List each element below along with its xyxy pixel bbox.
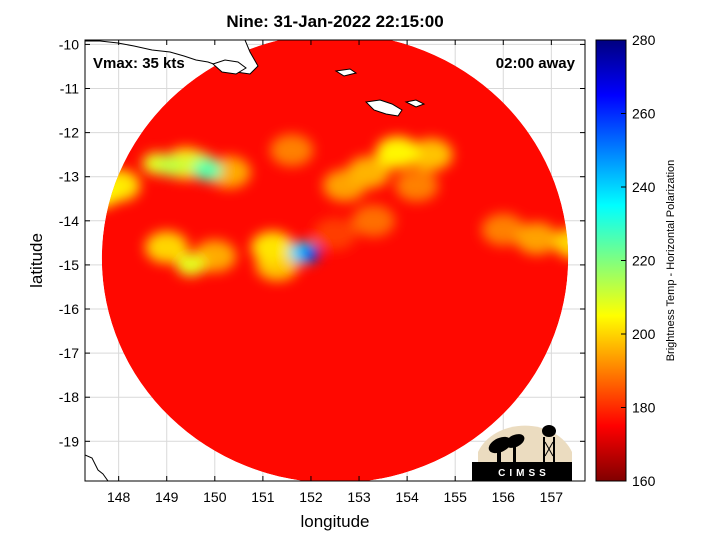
colorbar-tick-label: 280 [632,32,656,48]
y-tick-label: -13 [59,169,79,185]
x-tick-label: 152 [299,489,323,505]
map-axes-frame [84,39,586,482]
temp-feature [156,154,187,177]
coastline-island [404,99,426,108]
x-axis-label: longitude [300,512,369,531]
colorbar-tick-label: 260 [632,106,656,122]
x-tick-label: 153 [347,489,371,505]
y-axis-label: latitude [27,233,46,288]
coastlines [85,40,426,481]
x-tick-label: 150 [203,489,227,505]
temp-feature [515,222,559,255]
y-tick-label: -19 [59,433,79,449]
temp-feature [145,231,189,264]
y-axis-ticks: -10 -11 -12 -13 -14 -15 -16 -17 -18 -19 [59,36,585,449]
x-tick-label: 156 [492,489,516,505]
logo-text: CIMSS [498,468,550,479]
colorbar-tick-label: 160 [632,473,656,489]
temp-feature [301,246,321,261]
y-tick-label: -11 [60,81,79,97]
y-tick-label: -15 [59,257,79,273]
x-axis-ticks: 148 149 150 151 152 153 154 155 156 157 [107,40,563,505]
y-tick-label: -12 [59,125,79,141]
temp-feature [395,169,439,202]
vmax-annotation: Vmax: 35 kts [93,55,185,72]
colorbar-tick-label: 200 [632,326,656,342]
colorbar-ticks: 160 180 200 220 240 260 280 [621,32,656,489]
colorbar: 160 180 200 220 240 260 280 Brightness Temp - … [595,32,677,489]
coastline-island [364,99,403,117]
x-tick-label: 154 [395,489,419,505]
x-tick-label: 148 [107,489,131,505]
colorbar-label: Brightness Temp - Horizontal Polarizatio… [665,160,677,362]
y-tick-label: -17 [59,345,79,361]
y-tick-label: -18 [59,389,79,405]
temp-feature [347,156,391,189]
x-tick-label: 157 [540,489,564,505]
colorbar-tick-label: 240 [632,179,656,195]
temp-feature [192,159,223,182]
temp-feature [553,226,569,259]
temp-feature [481,213,525,246]
y-tick-label: -16 [59,301,79,317]
temp-feature [409,138,453,171]
temp-feature [375,136,420,169]
cimss-logo: CIMSS [472,425,572,481]
temp-feature [313,218,357,251]
temp-feature [175,253,206,276]
temp-feature [250,231,295,264]
x-tick-label: 155 [444,489,468,505]
time-away-annotation: 02:00 away [496,55,576,72]
colorbar-tick-label: 180 [632,400,656,416]
coastline-island [334,68,358,77]
y-tick-label: -14 [59,213,79,229]
coastline-new-guinea [85,40,259,75]
colorbar-tick-label: 220 [632,253,656,269]
map-title: Nine: 31-Jan-2022 22:15:00 [226,12,444,31]
temp-feature [270,134,314,167]
temp-feature [351,204,396,237]
coastline-australia [85,454,109,481]
swath-background [101,40,569,481]
x-tick-label: 149 [155,489,179,505]
x-tick-label: 151 [251,489,275,505]
coastline-island [212,59,247,75]
temp-feature [101,176,122,209]
brightness-temp-swath [101,40,569,481]
y-tick-label: -10 [59,36,79,52]
